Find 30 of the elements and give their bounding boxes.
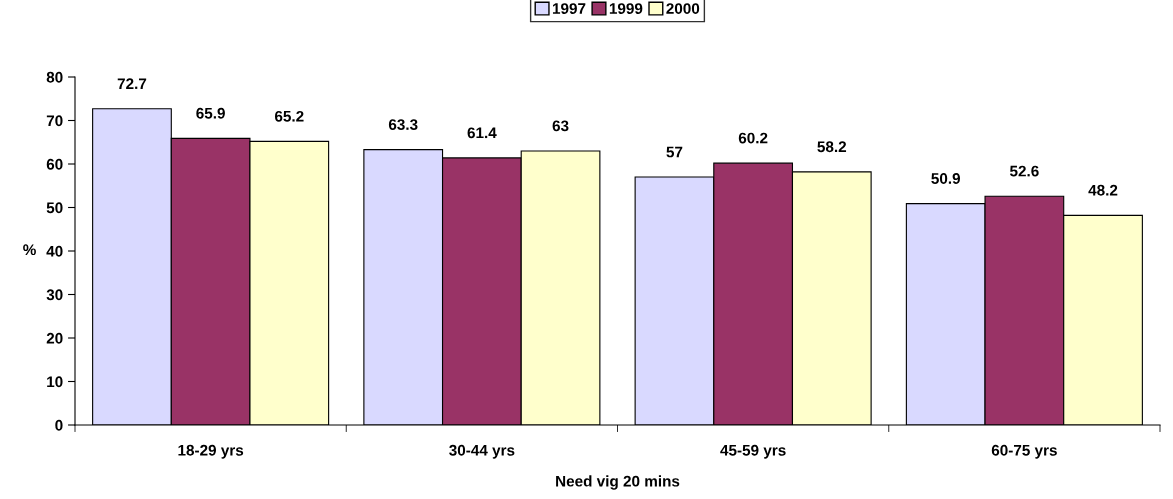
x-tick-label: 45-59 yrs — [720, 444, 786, 459]
data-label: 72.7 — [117, 78, 147, 89]
data-label: 63.3 — [388, 119, 418, 130]
data-label: 48.2 — [1088, 184, 1118, 196]
y-tick-label: 50 — [46, 202, 63, 214]
data-label: 58.2 — [817, 141, 847, 153]
y-tick-label: 70 — [46, 115, 63, 127]
data-label: 50.9 — [931, 173, 961, 184]
legend-label: 1997 — [552, 3, 586, 14]
y-tick-label: 80 — [46, 71, 63, 83]
x-tick-label: 60-75 yrs — [991, 444, 1057, 459]
y-axis-title: % — [23, 244, 36, 256]
y-tick-label: 0 — [55, 419, 63, 431]
x-tick-label: 18-29 yrs — [178, 444, 244, 459]
data-label: 65.9 — [196, 107, 225, 119]
y-tick-label: 40 — [46, 245, 63, 257]
data-label: 57 — [666, 146, 683, 158]
y-tick-label: 60 — [46, 158, 63, 170]
data-label: 60.2 — [738, 132, 768, 144]
data-label: 63 — [552, 120, 569, 132]
data-label: 52.6 — [1009, 165, 1039, 177]
y-tick-label: 10 — [47, 376, 63, 388]
y-tick-label: 20 — [46, 332, 63, 344]
data-label: 61.4 — [467, 127, 497, 139]
x-axis-title: Need vig 20 mins — [556, 475, 680, 490]
legend-label: 2000 — [666, 3, 700, 14]
data-label: 65.2 — [274, 110, 304, 122]
y-tick-label: 30 — [46, 289, 63, 301]
x-tick-label: 30-44 yrs — [449, 444, 515, 459]
legend-label: 1999 — [609, 3, 643, 14]
